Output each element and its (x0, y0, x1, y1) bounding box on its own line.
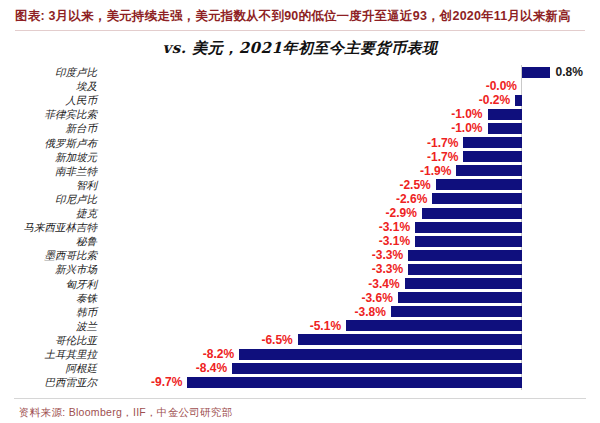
category-label: 捷克 (0, 206, 97, 220)
category-label: 马来西亚林吉特 (0, 220, 97, 234)
value-label: -3.1% (379, 220, 410, 234)
bar-row: 俄罗斯卢布 -1.7% (0, 136, 600, 150)
category-label: 哥伦比亚 (0, 333, 97, 347)
bar-row: 菲律宾比索 -1.0% (0, 107, 600, 121)
category-label: 埃及 (0, 79, 97, 93)
bar (436, 179, 522, 190)
bar-chart: 印度卢比 0.8% 埃及 -0.0% 人民币 -0.2% 菲律宾比索 -1.0% 新台币 -1.0… (0, 65, 600, 390)
category-label: 波兰 (0, 319, 97, 333)
bar-row: 南非兰特 -1.9% (0, 164, 600, 178)
category-label: 人民币 (0, 93, 97, 107)
bar (398, 292, 522, 303)
bar (522, 67, 550, 78)
category-label: 俄罗斯卢布 (0, 136, 97, 150)
value-label: -3.4% (368, 277, 399, 291)
bar (463, 137, 522, 148)
bar-row: 埃及 -0.0% (0, 79, 600, 93)
value-label: -1.0% (451, 107, 482, 121)
bar-row: 匈牙利 -3.4% (0, 277, 600, 291)
bar-row: 泰铢 -3.6% (0, 291, 600, 305)
bar (432, 193, 522, 204)
value-label: -3.1% (379, 234, 410, 248)
value-label: -1.0% (451, 121, 482, 135)
bar-row: 新加坡元 -1.7% (0, 150, 600, 164)
bar (415, 236, 522, 247)
bar-row: 哥伦比亚 -6.5% (0, 333, 600, 347)
bar-row: 阿根廷 -8.4% (0, 361, 600, 375)
category-label: 新加坡元 (0, 150, 97, 164)
bar (488, 109, 523, 120)
bar (346, 320, 522, 331)
bar-row: 马来西亚林吉特 -3.1% (0, 220, 600, 234)
bar (488, 123, 523, 134)
value-label: -3.6% (361, 291, 392, 305)
category-label: 南非兰特 (0, 164, 97, 178)
category-label: 土耳其里拉 (0, 347, 97, 361)
bar (463, 151, 522, 162)
value-label: -8.2% (203, 347, 234, 361)
bar (187, 377, 522, 388)
bar-row: 巴西雷亚尔 -9.7% (0, 375, 600, 389)
category-label: 印度卢比 (0, 65, 97, 79)
bar-row: 韩币 -3.8% (0, 305, 600, 319)
value-label: -3.8% (355, 305, 386, 319)
value-label: 0.8% (556, 65, 583, 79)
report-figure: 图表: 3月以来，美元持续走强，美元指数从不到90的低位一度升至逼近93，创20… (0, 0, 600, 423)
bar (408, 250, 522, 261)
category-label: 菲律宾比索 (0, 107, 97, 121)
bar (422, 208, 522, 219)
category-label: 巴西雷亚尔 (0, 375, 97, 389)
bar (415, 222, 522, 233)
category-label: 新台币 (0, 121, 97, 135)
value-label: -2.6% (396, 192, 427, 206)
category-label: 智利 (0, 178, 97, 192)
bar-row: 印尼卢比 -2.6% (0, 192, 600, 206)
category-label: 匈牙利 (0, 277, 97, 291)
value-label: -5.1% (310, 319, 341, 333)
figure-caption: 图表: 3月以来，美元持续走强，美元指数从不到90的低位一度升至逼近93，创20… (15, 0, 585, 31)
value-label: -6.5% (261, 333, 292, 347)
value-label: -2.5% (399, 178, 430, 192)
value-label: -1.7% (427, 150, 458, 164)
bar (232, 363, 522, 374)
bar (405, 278, 522, 289)
bar (515, 95, 522, 106)
category-label: 墨西哥比索 (0, 248, 97, 262)
value-label: -8.4% (196, 361, 227, 375)
bar (391, 306, 522, 317)
value-label: -9.7% (151, 375, 182, 389)
category-label: 印尼卢比 (0, 192, 97, 206)
bar-row: 印度卢比 0.8% (0, 65, 600, 79)
chart-title: vs. 美元，2021年初至今主要货币表现 (0, 39, 600, 58)
value-label: -1.9% (420, 164, 451, 178)
value-label: -1.7% (427, 136, 458, 150)
bar (408, 264, 522, 275)
value-label: -2.9% (386, 206, 417, 220)
value-label: -0.0% (486, 79, 517, 93)
value-label: -3.3% (372, 262, 403, 276)
category-label: 泰铢 (0, 291, 97, 305)
bar-row: 捷克 -2.9% (0, 206, 600, 220)
bar-row: 土耳其里拉 -8.2% (0, 347, 600, 361)
bar-row: 新兴市场 -3.3% (0, 262, 600, 276)
category-label: 秘鲁 (0, 234, 97, 248)
value-label: -0.2% (479, 93, 510, 107)
bar (239, 349, 522, 360)
bar-row: 新台币 -1.0% (0, 121, 600, 135)
bar-row: 智利 -2.5% (0, 178, 600, 192)
bar-row: 人民币 -0.2% (0, 93, 600, 107)
bar-row: 波兰 -5.1% (0, 319, 600, 333)
bar (456, 165, 522, 176)
bar (298, 334, 522, 345)
bar-row: 墨西哥比索 -3.3% (0, 248, 600, 262)
bar-row: 秘鲁 -3.1% (0, 234, 600, 248)
source-note: 资料来源: Bloomberg，IIF，中金公司研究部 (14, 398, 586, 420)
category-label: 新兴市场 (0, 262, 97, 276)
value-label: -3.3% (372, 248, 403, 262)
category-label: 韩币 (0, 305, 97, 319)
category-label: 阿根廷 (0, 361, 97, 375)
